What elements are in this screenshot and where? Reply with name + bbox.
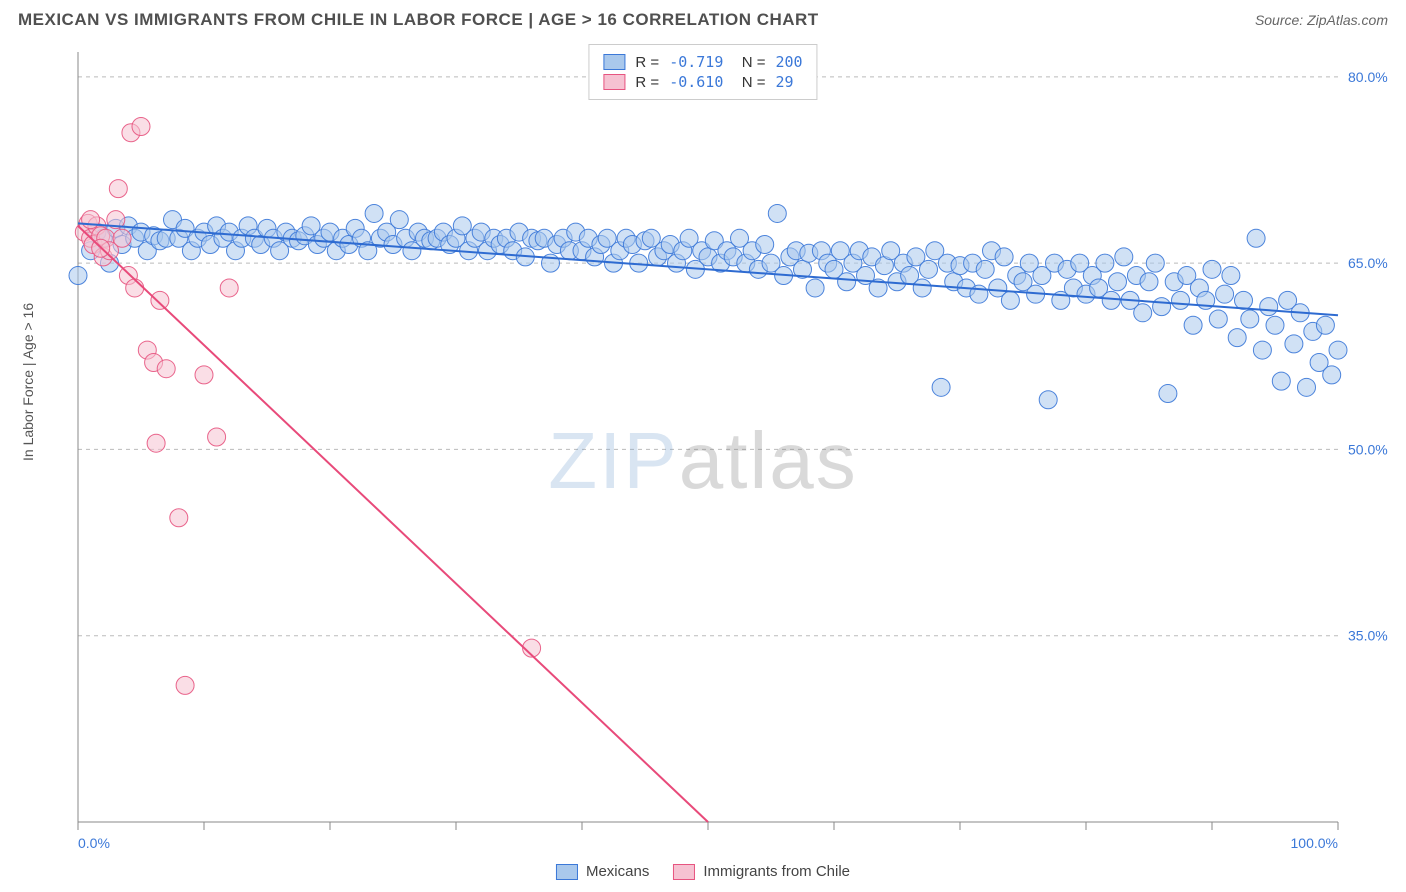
stats-legend: R = -0.719 N = 200 R = -0.610 N = 29 (588, 44, 817, 100)
data-point (920, 260, 938, 278)
r-value: -0.610 (669, 73, 723, 91)
legend-label: Mexicans (586, 863, 649, 880)
stats-legend-row: R = -0.610 N = 29 (603, 73, 802, 91)
data-point (1323, 366, 1341, 384)
n-value: 29 (775, 73, 793, 91)
legend-label: Immigrants from Chile (703, 863, 850, 880)
r-value: -0.719 (669, 53, 723, 71)
data-point (113, 229, 131, 247)
legend-item: Immigrants from Chile (673, 863, 850, 880)
data-point (1039, 391, 1057, 409)
data-point (126, 279, 144, 297)
series-immigrants-from-chile (75, 118, 540, 695)
data-point (170, 509, 188, 527)
data-point (151, 291, 169, 309)
data-point (1001, 291, 1019, 309)
data-point (1203, 260, 1221, 278)
data-point (1272, 372, 1290, 390)
data-point (109, 180, 127, 198)
r-label: R = (635, 74, 659, 91)
data-point (220, 279, 238, 297)
r-label: R = (635, 54, 659, 71)
y-tick-label: 35.0% (1348, 628, 1388, 644)
y-tick-label: 50.0% (1348, 441, 1388, 457)
data-point (1228, 329, 1246, 347)
data-point (976, 260, 994, 278)
data-point (1140, 273, 1158, 291)
y-tick-label: 65.0% (1348, 255, 1388, 271)
legend-swatch (556, 864, 578, 880)
data-point (1329, 341, 1347, 359)
data-point (838, 273, 856, 291)
legend-swatch (603, 54, 625, 70)
series-mexicans (69, 204, 1347, 408)
data-point (1298, 378, 1316, 396)
data-point (1216, 285, 1234, 303)
x-min-label: 0.0% (78, 835, 110, 851)
data-point (365, 204, 383, 222)
data-point (208, 428, 226, 446)
data-point (1146, 254, 1164, 272)
n-label: N = (733, 54, 765, 71)
data-point (1153, 298, 1171, 316)
data-point (1285, 335, 1303, 353)
series-legend: Mexicans Immigrants from Chile (556, 863, 850, 880)
data-point (1316, 316, 1334, 334)
data-point (157, 360, 175, 378)
data-point (768, 204, 786, 222)
scatter-chart: 35.0% 50.0% 65.0% 80.0% 0.0% 100.0% (18, 42, 1388, 880)
data-point (195, 366, 213, 384)
data-point (1172, 291, 1190, 309)
chart-title: MEXICAN VS IMMIGRANTS FROM CHILE IN LABO… (18, 10, 819, 30)
data-point (1235, 291, 1253, 309)
source-label: Source: ZipAtlas.com (1255, 12, 1388, 28)
y-tick-label: 80.0% (1348, 69, 1388, 85)
data-point (1209, 310, 1227, 328)
data-point (1102, 291, 1120, 309)
legend-item: Mexicans (556, 863, 649, 880)
data-point (756, 236, 774, 254)
data-point (1253, 341, 1271, 359)
data-point (806, 279, 824, 297)
data-point (176, 676, 194, 694)
data-point (1159, 385, 1177, 403)
y-axis-label: In Labor Force | Age > 16 (20, 303, 36, 461)
x-max-label: 100.0% (1291, 835, 1338, 851)
data-point (132, 118, 150, 136)
n-value: 200 (775, 53, 802, 71)
data-point (1109, 273, 1127, 291)
stats-legend-row: R = -0.719 N = 200 (603, 53, 802, 71)
data-point (995, 248, 1013, 266)
data-point (82, 211, 100, 229)
data-point (1241, 310, 1259, 328)
data-point (1115, 248, 1133, 266)
data-point (147, 434, 165, 452)
data-point (1247, 229, 1265, 247)
chart-container: In Labor Force | Age > 16 35.0% 50.0% 65.0… (18, 42, 1388, 880)
data-point (390, 211, 408, 229)
data-point (1134, 304, 1152, 322)
data-point (1260, 298, 1278, 316)
data-point (1222, 267, 1240, 285)
legend-swatch (673, 864, 695, 880)
n-label: N = (733, 74, 765, 91)
legend-swatch (603, 74, 625, 90)
data-point (1266, 316, 1284, 334)
data-point (913, 279, 931, 297)
data-point (1184, 316, 1202, 334)
data-point (69, 267, 87, 285)
data-point (1096, 254, 1114, 272)
data-point (932, 378, 950, 396)
